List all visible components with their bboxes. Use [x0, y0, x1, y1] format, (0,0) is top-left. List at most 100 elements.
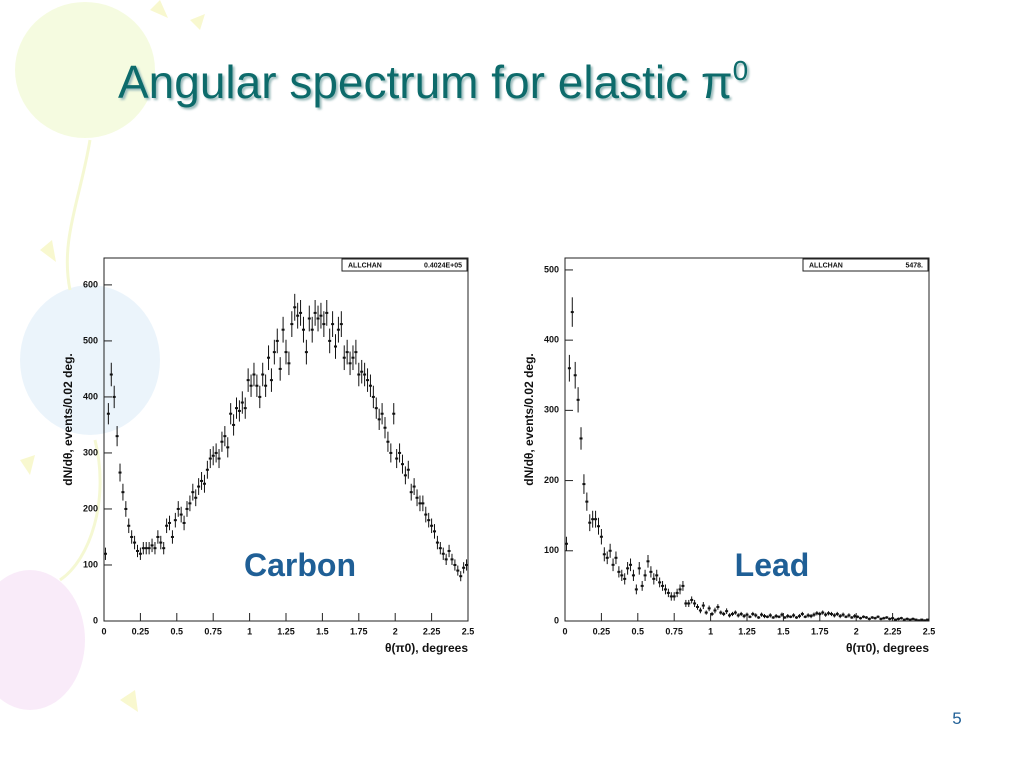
stats-value: 0.4024E+05: [424, 262, 462, 269]
data-point: [188, 502, 192, 505]
data-point: [719, 611, 723, 614]
data-point: [339, 323, 343, 326]
data-point: [835, 612, 839, 615]
data-point: [713, 609, 717, 612]
data-point: [435, 541, 439, 544]
data-point: [824, 613, 828, 616]
data-point: [637, 567, 641, 570]
data-point: [202, 482, 206, 485]
data-point: [377, 418, 381, 421]
data-point: [182, 521, 186, 524]
data-point: [398, 451, 402, 454]
x-tick-label: 0.5: [632, 626, 645, 636]
data-point: [406, 468, 410, 471]
data-point: [710, 612, 714, 615]
data-point: [366, 379, 370, 382]
data-point: [631, 574, 635, 577]
data-point: [742, 615, 746, 618]
data-point: [582, 483, 586, 486]
y-tick-label: 200: [83, 503, 98, 513]
data-point: [456, 569, 460, 572]
data-point: [661, 584, 665, 587]
data-point: [675, 591, 679, 594]
data-point: [579, 437, 583, 440]
data-point: [722, 612, 726, 615]
data-point: [626, 567, 630, 570]
data-point: [217, 457, 221, 460]
data-point: [867, 617, 871, 620]
data-point: [693, 602, 697, 605]
x-tick-label: 2.5: [462, 626, 475, 636]
data-point: [594, 518, 598, 521]
data-point: [310, 328, 314, 331]
data-point: [704, 611, 708, 614]
data-point: [153, 547, 157, 550]
y-tick-label: 500: [83, 335, 98, 345]
x-tick-label: 1.5: [316, 626, 329, 636]
data-point: [156, 535, 160, 538]
data-point: [229, 412, 233, 415]
data-point: [576, 398, 580, 401]
data-point: [226, 446, 230, 449]
data-point: [623, 577, 627, 580]
data-point: [894, 618, 898, 621]
data-point: [792, 614, 796, 617]
data-point: [861, 615, 865, 618]
data-point: [885, 616, 889, 619]
data-point: [328, 339, 332, 342]
data-point: [809, 615, 813, 618]
data-point: [395, 457, 399, 460]
data-point: [141, 547, 145, 550]
data-point: [345, 351, 349, 354]
data-point: [135, 549, 139, 552]
data-point: [342, 356, 346, 359]
data-point: [605, 556, 609, 559]
data-point: [243, 407, 247, 410]
data-point: [208, 457, 212, 460]
data-point: [899, 617, 903, 620]
data-point: [433, 530, 437, 533]
data-point: [856, 615, 860, 618]
data-point: [608, 549, 612, 552]
y-tick-label: 400: [83, 391, 98, 401]
data-point: [331, 323, 335, 326]
data-point: [611, 563, 615, 566]
data-point: [716, 605, 720, 608]
slide-title: Angular spectrum for elastic π0: [118, 55, 748, 108]
data-point: [564, 542, 568, 545]
data-point: [249, 384, 253, 387]
data-point: [730, 612, 734, 615]
data-point: [284, 351, 288, 354]
x-tick-label: 0: [562, 626, 567, 636]
data-point: [800, 612, 804, 615]
y-tick-label: 200: [544, 475, 559, 485]
data-point: [368, 384, 372, 387]
data-point: [920, 618, 924, 621]
data-point: [290, 323, 294, 326]
x-tick-label: 0.75: [665, 626, 683, 636]
data-point: [818, 612, 822, 615]
data-point: [567, 367, 571, 370]
data-point: [812, 613, 816, 616]
data-point: [223, 435, 227, 438]
data-point: [882, 617, 886, 620]
data-point: [214, 451, 218, 454]
data-point: [264, 384, 268, 387]
x-tick-label: 1: [247, 626, 252, 636]
y-tick-label: 500: [544, 264, 559, 274]
data-point: [389, 451, 393, 454]
data-point: [681, 584, 685, 587]
data-point: [307, 317, 311, 320]
data-point: [672, 595, 676, 598]
data-point: [272, 351, 276, 354]
data-point: [806, 614, 810, 617]
data-point: [629, 563, 633, 566]
data-point: [269, 379, 273, 382]
x-tick-label: 0: [101, 626, 106, 636]
data-point: [418, 502, 422, 505]
data-point: [400, 463, 404, 466]
data-point: [173, 519, 177, 522]
data-point: [774, 615, 778, 618]
data-point: [162, 547, 166, 550]
data-point: [293, 306, 297, 309]
